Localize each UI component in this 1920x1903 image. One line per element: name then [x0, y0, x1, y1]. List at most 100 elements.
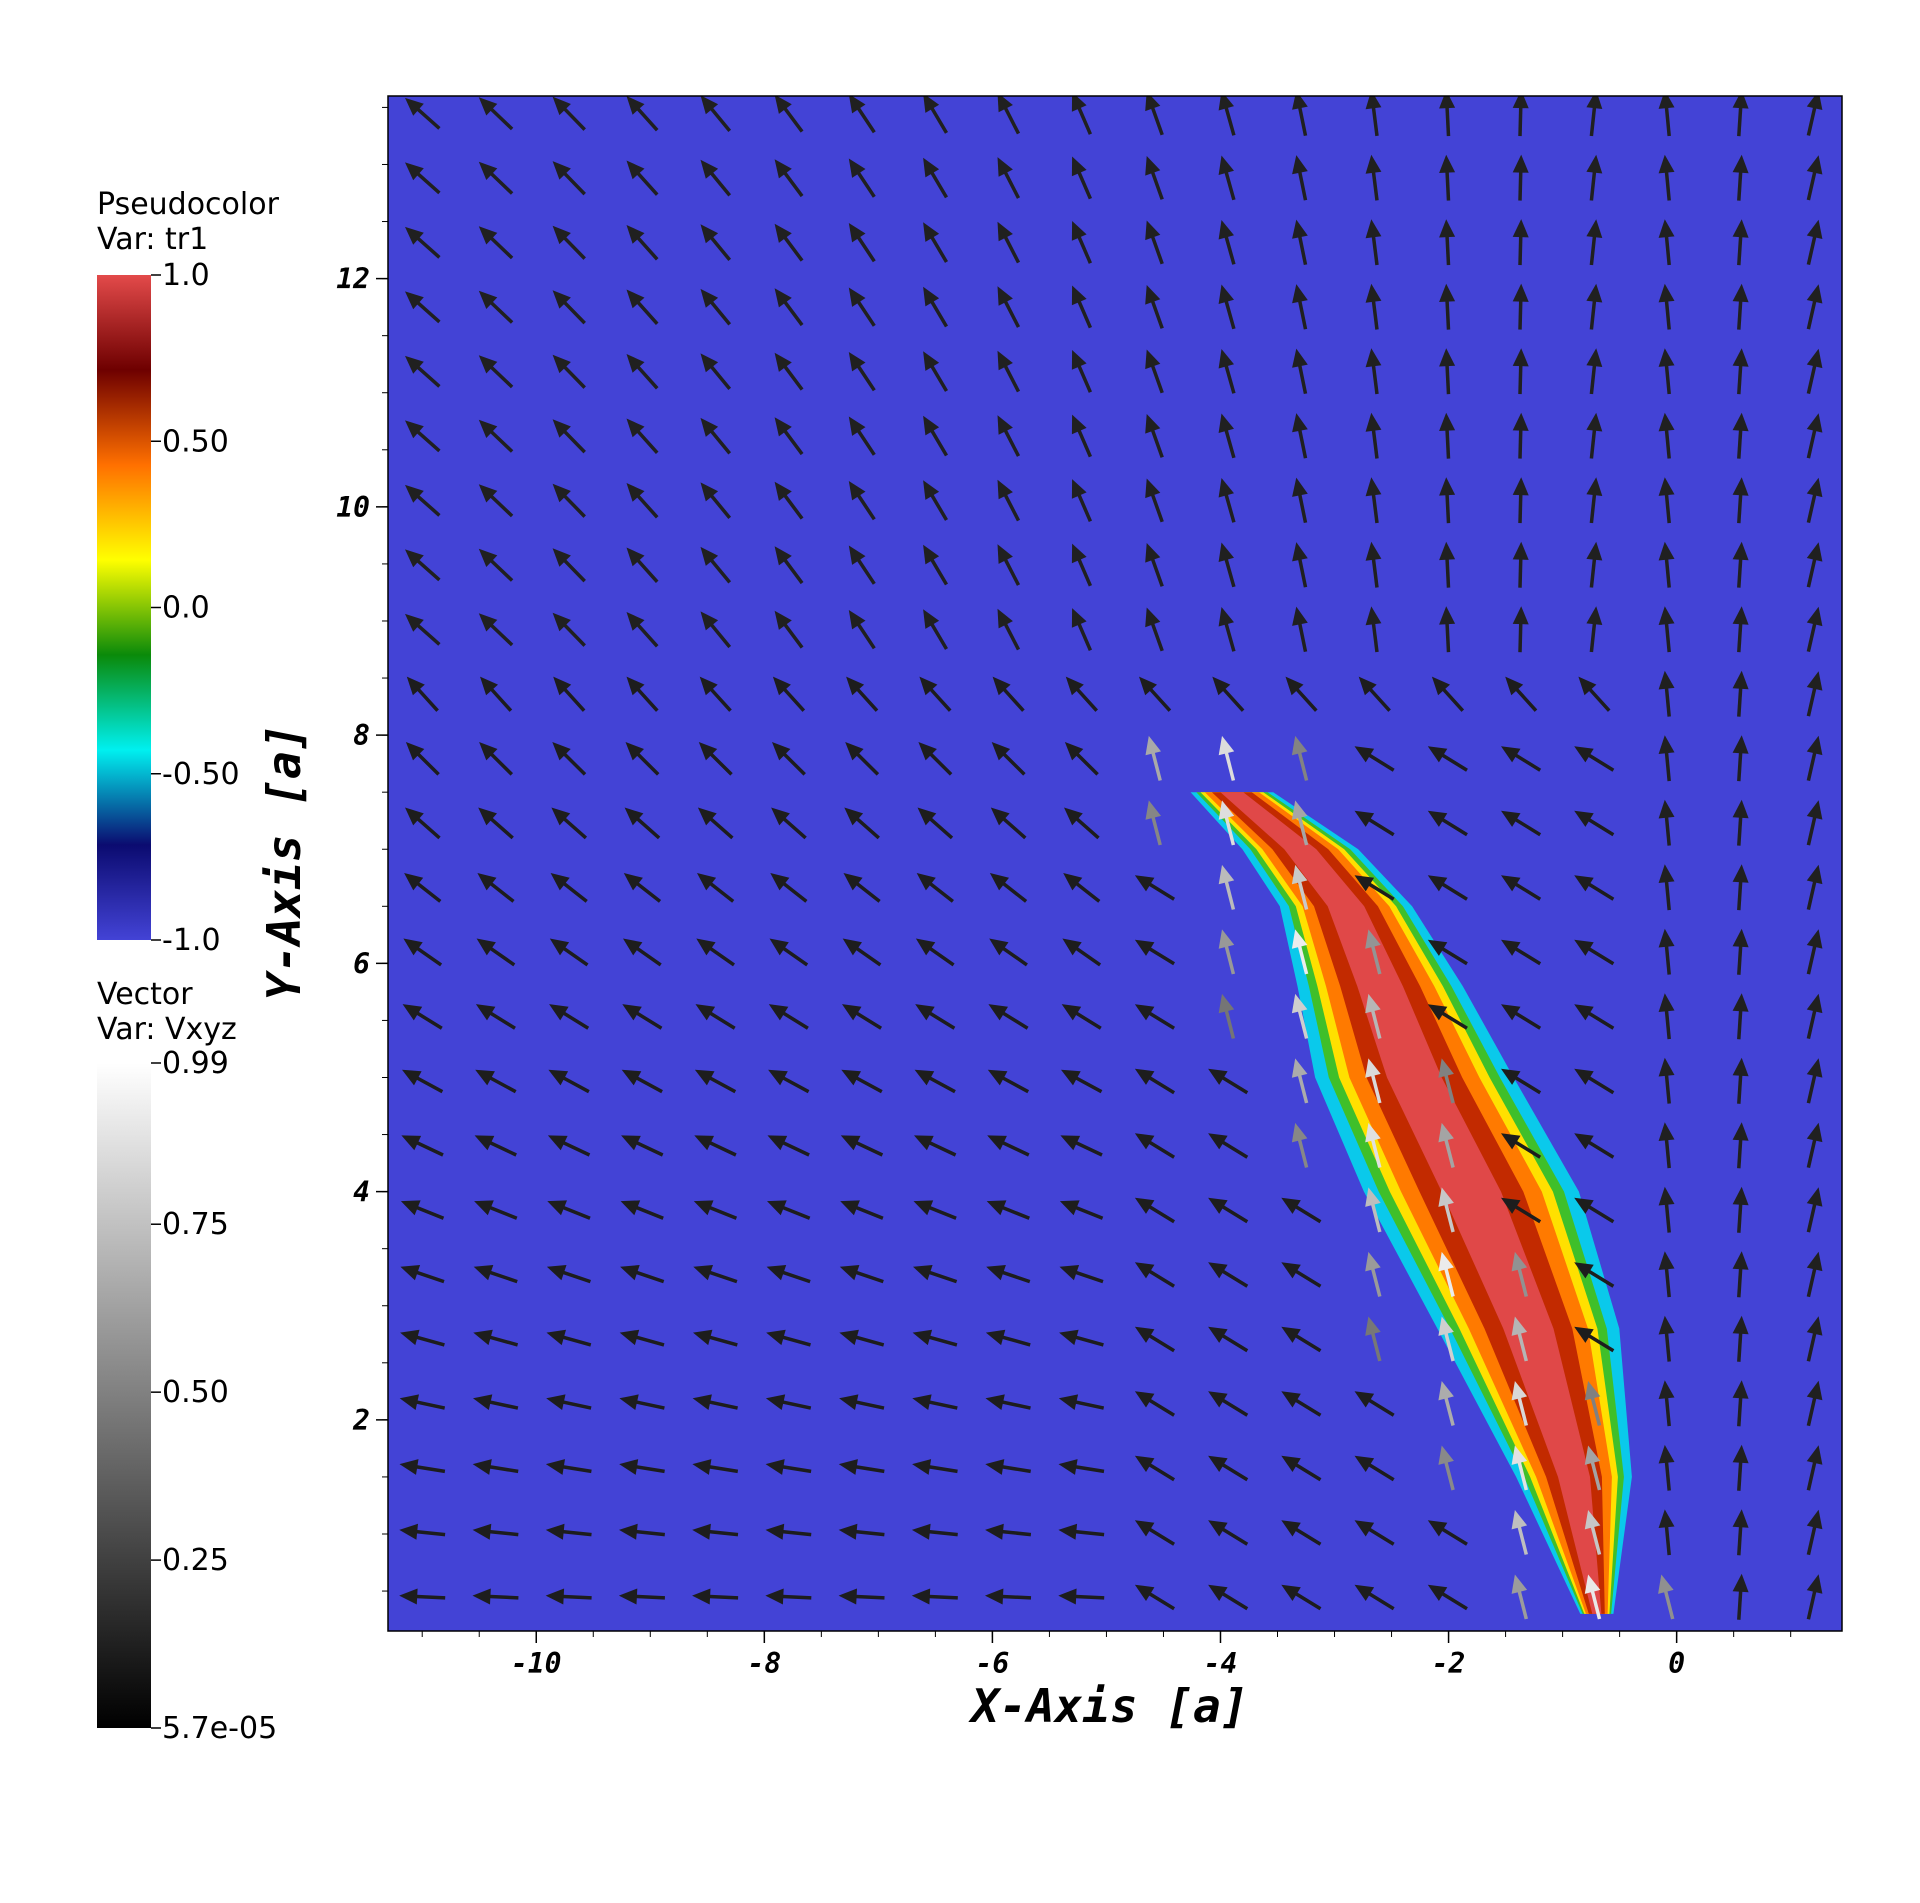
vector-arrow: [1291, 993, 1309, 1039]
vector-arrow: [1218, 993, 1236, 1039]
vector-arrow: [1071, 543, 1093, 587]
vector-arrow: [405, 549, 441, 582]
vector-arrow: [1292, 413, 1308, 459]
vector-arrow: [626, 612, 659, 648]
vector-arrow: [987, 1069, 1030, 1094]
vector-arrow: [1512, 96, 1529, 137]
vector-arrow: [915, 938, 955, 967]
vector-arrow: [1292, 284, 1308, 330]
vector-arrow: [406, 676, 439, 712]
vector-arrow: [699, 676, 732, 712]
vector-arrow: [405, 742, 440, 776]
vector-arrow: [1218, 413, 1236, 459]
vector-arrow: [480, 676, 513, 712]
vector-arrow: [765, 1588, 812, 1605]
vector-arrow: [841, 1069, 883, 1094]
x-tick-label: 0: [1668, 1647, 1685, 1680]
vector-arrow: [547, 1200, 591, 1220]
vector-arrow: [405, 97, 441, 130]
vector-arrow: [474, 1200, 518, 1220]
vector-arrow: [623, 938, 662, 967]
vector-arrow: [700, 353, 732, 391]
vector-arrow: [1806, 1445, 1823, 1491]
vector-arrow: [619, 1394, 665, 1410]
vector-arrow: [767, 1200, 811, 1220]
vector-arrow: [1732, 1509, 1749, 1556]
vector-arrow: [912, 1329, 958, 1347]
vector-arrow: [1281, 1520, 1322, 1546]
vector-arrow: [697, 873, 735, 903]
vector-arrow: [1365, 1251, 1382, 1297]
vector-arrow: [1365, 1058, 1382, 1104]
vector-arrow: [997, 221, 1021, 264]
vector-arrow: [1134, 1520, 1176, 1546]
vector-arrow: [552, 548, 586, 583]
vector-arrow: [1291, 929, 1309, 975]
vector-arrow: [692, 1394, 738, 1410]
vector-arrow: [919, 676, 952, 712]
vector-arrow: [1806, 348, 1823, 394]
vector-arrow: [1058, 1394, 1105, 1410]
vector-arrow: [772, 742, 806, 776]
vector-arrow: [1059, 1329, 1104, 1347]
vector-arrow: [1658, 1444, 1675, 1491]
plume-red-layer: [1211, 792, 1605, 1614]
vector-arrow: [997, 544, 1021, 586]
vector-arrow: [1354, 1584, 1395, 1611]
vector-arrow: [1365, 1187, 1382, 1233]
vector-arrow: [1732, 348, 1749, 395]
vector-arrow: [1574, 1004, 1615, 1030]
vector-arrow: [1806, 477, 1823, 523]
x-tick-label: -4: [1204, 1647, 1238, 1680]
vector-arrow: [405, 226, 441, 259]
vector-arrow: [700, 546, 732, 584]
vector-arrow: [399, 1588, 446, 1605]
vector-arrow: [916, 873, 954, 903]
vector-arrow: [618, 1588, 665, 1605]
vector-arrow: [1584, 1574, 1602, 1620]
vector-arrow: [1658, 1380, 1675, 1427]
vector-arrow: [1208, 1326, 1249, 1353]
vector-arrow: [1732, 283, 1749, 330]
vector-arrow: [838, 1588, 885, 1605]
vector-arrow: [1806, 155, 1823, 201]
vector-arrow: [1365, 283, 1382, 330]
vector-arrow: [1292, 542, 1308, 588]
vector-arrow: [770, 873, 808, 903]
vector-arrow: [1806, 929, 1823, 975]
vector-arrow: [1732, 412, 1749, 459]
vector-arrow: [1732, 1573, 1749, 1620]
vector-arrow: [1732, 993, 1749, 1040]
y-axis: 2 4 6 8 10 12: [336, 106, 388, 1592]
vector-arrow: [1208, 1262, 1249, 1288]
vector-arrow: [547, 1135, 591, 1157]
vector-arrow: [842, 938, 882, 967]
vector-arrow: [1658, 1509, 1675, 1556]
colorbar-tick-label: 0.99: [162, 1046, 229, 1081]
vector-arrow: [765, 1394, 812, 1410]
vector-arrow: [405, 420, 441, 453]
vector-arrow: [1501, 1004, 1542, 1030]
vector-arrow: [1658, 1186, 1675, 1233]
vector-arrow: [1732, 1315, 1749, 1362]
vector-arrow: [1586, 283, 1603, 330]
vector-arrow: [1208, 1391, 1249, 1417]
vector-arrow: [700, 96, 732, 133]
vector-arrow: [1281, 1262, 1322, 1288]
vector-arrow: [548, 1069, 590, 1094]
vector-arrow: [1071, 608, 1093, 651]
colorbar-tick-label: 0.50: [162, 424, 229, 459]
vector-arrow: [400, 1265, 445, 1284]
vector-arrow: [988, 1004, 1029, 1030]
vector-arrow: [985, 1459, 1031, 1475]
vector-arrow: [478, 226, 514, 260]
vector-arrow: [774, 159, 804, 198]
vector-arrow: [552, 742, 587, 776]
vector-arrow: [476, 938, 516, 967]
vector-arrow: [473, 1265, 518, 1284]
vector-arrow: [1145, 414, 1164, 458]
colorbar-tick-label: 0.50: [162, 1375, 229, 1410]
vector-arrow: [405, 162, 441, 195]
vector-arrow: [1732, 154, 1749, 201]
vector-arrow: [1806, 542, 1823, 588]
